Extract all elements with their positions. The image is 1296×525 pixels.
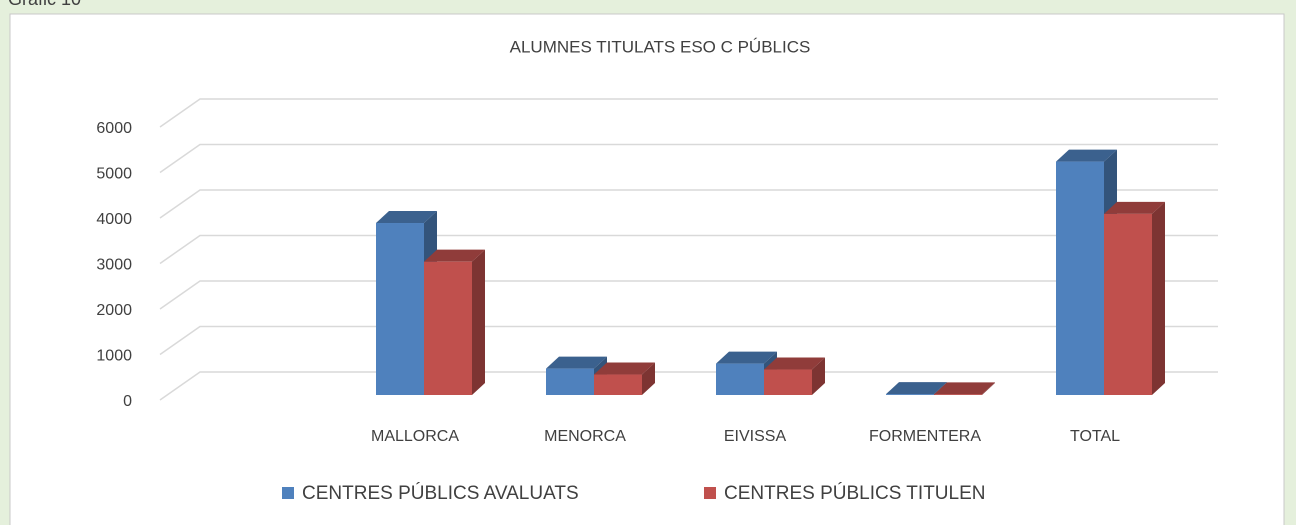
- legend-swatch: [282, 487, 294, 499]
- y-tick-label: 5000: [96, 166, 132, 183]
- grid-line: [159, 371, 1218, 401]
- bar-face: [1104, 213, 1152, 395]
- chart-title: ALUMNES TITULATS ESO C PÚBLICS: [510, 37, 811, 56]
- y-tick-label: 1000: [96, 348, 132, 365]
- bar-face: [376, 211, 437, 224]
- bar-face: [594, 362, 655, 375]
- x-tick-label: TOTAL: [1070, 428, 1120, 445]
- bar-face: [934, 382, 995, 395]
- bar-face: [376, 223, 424, 395]
- bar-face: [764, 357, 825, 370]
- grid-line: [159, 189, 1218, 219]
- bar-face: [546, 368, 594, 395]
- bar-face: [424, 261, 472, 395]
- x-tick-label: MENORCA: [544, 428, 626, 445]
- grid-line: [159, 98, 1218, 128]
- bar-face: [886, 394, 934, 395]
- legend-swatch: [704, 487, 716, 499]
- bar-face: [1056, 161, 1104, 395]
- legend-label: CENTRES PÚBLICS AVALUATS: [302, 482, 579, 504]
- y-tick-label: 2000: [96, 302, 132, 319]
- bar-face: [982, 382, 995, 395]
- y-tick-label: 6000: [96, 120, 132, 137]
- y-tick-label: 0: [123, 393, 132, 410]
- grid-line: [159, 143, 1218, 174]
- bar-face: [1104, 201, 1165, 214]
- bar-face: [424, 249, 485, 262]
- bar-face: [1056, 149, 1117, 162]
- bar-face: [1152, 201, 1165, 395]
- y-tick-label: 3000: [96, 257, 132, 274]
- bar: [1104, 201, 1165, 395]
- x-tick-label: FORMENTERA: [869, 428, 981, 445]
- bar-face: [934, 394, 982, 395]
- grid-line: [159, 325, 1218, 356]
- y-tick-label: 4000: [96, 211, 132, 228]
- bar-face: [716, 363, 764, 395]
- bar-face: [716, 351, 777, 364]
- bar-face: [594, 374, 642, 395]
- bar-face: [546, 356, 607, 369]
- bar: [934, 382, 995, 395]
- legend-label: CENTRES PÚBLICS TITULEN: [724, 482, 985, 504]
- bar-face: [642, 362, 655, 395]
- bar: [424, 249, 485, 395]
- grid-line: [159, 280, 1218, 310]
- x-tick-label: MALLORCA: [371, 428, 459, 445]
- header: Gràfic 10: [8, 0, 81, 9]
- bar-face: [886, 382, 947, 395]
- bar: [764, 357, 825, 395]
- bar: [594, 362, 655, 395]
- x-tick-label: EIVISSA: [724, 428, 787, 445]
- grid-line: [159, 234, 1218, 265]
- bar-face: [812, 357, 825, 395]
- bar-face: [472, 249, 485, 395]
- bar-face: [764, 369, 812, 395]
